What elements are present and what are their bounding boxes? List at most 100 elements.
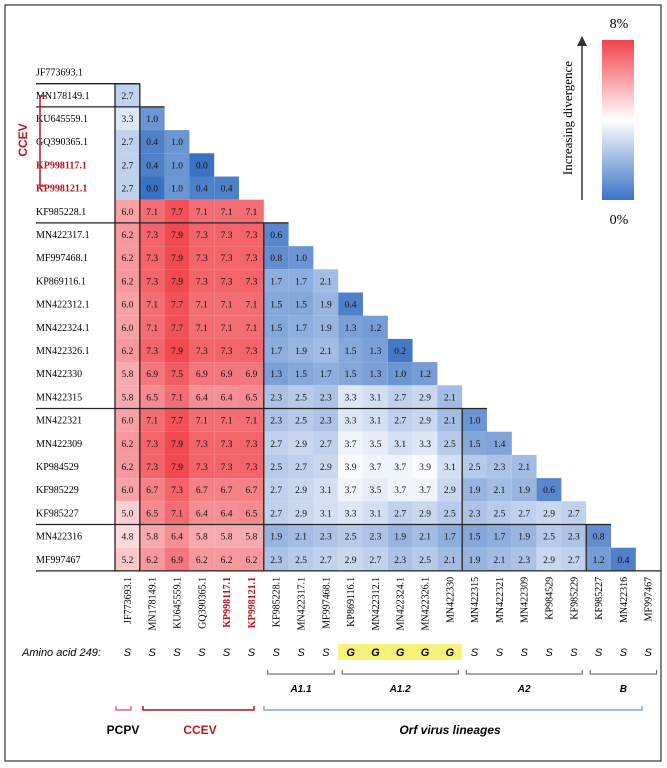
- column-label: MN422330: [445, 577, 456, 623]
- matrix-cell: [239, 269, 264, 293]
- matrix-cell: [214, 362, 239, 386]
- matrix-cell-value: 5.8: [121, 393, 133, 403]
- matrix-cell-value: 6.2: [196, 556, 208, 566]
- matrix-cell-value: 2.9: [295, 440, 307, 450]
- matrix-cell-value: 6.2: [121, 347, 133, 357]
- matrix-cell-value: 6.5: [146, 393, 158, 403]
- row-label: MN422316: [36, 532, 82, 543]
- matrix-cell: [139, 315, 165, 339]
- matrix-cell-value: 2.1: [320, 347, 332, 357]
- row-label: KP998117.1: [36, 160, 87, 171]
- matrix-cell: [536, 547, 562, 571]
- row-label: MN422309: [36, 439, 82, 450]
- matrix-cell-value: 7.9: [171, 347, 183, 357]
- matrix-cell: [437, 454, 463, 479]
- matrix-cell: [189, 408, 215, 432]
- matrix-cell: [263, 246, 289, 270]
- matrix-cell-value: 2.3: [394, 556, 406, 566]
- matrix-cell: [412, 431, 438, 455]
- matrix-cell-value: 7.3: [146, 440, 158, 450]
- matrix-cell-value: 6.7: [245, 486, 257, 496]
- matrix-cell: [462, 454, 487, 479]
- matrix-cell: [536, 524, 562, 548]
- matrix-cell: [387, 338, 413, 363]
- matrix-cell-value: 2.7: [394, 417, 406, 427]
- matrix-cell-value: 7.3: [146, 231, 158, 241]
- matrix-cell: [139, 385, 165, 409]
- pcpv-bracket: [115, 706, 132, 711]
- matrix-cell-value: 6.2: [121, 277, 133, 287]
- matrix-cell: [288, 547, 314, 571]
- matrix-cell: [115, 153, 140, 177]
- matrix-cell: [263, 454, 289, 479]
- matrix-cell: [487, 431, 512, 455]
- matrix-cell: [239, 547, 264, 571]
- row-label: MN422324.1: [36, 323, 90, 334]
- matrix-cell: [313, 454, 339, 479]
- matrix-cell-value: 2.1: [444, 556, 456, 566]
- matrix-cell-value: 2.7: [320, 440, 332, 450]
- matrix-cell: [338, 478, 363, 502]
- sublineage-brackets: A1.1 A1.2 A2 B: [267, 670, 658, 695]
- matrix-cell-value: 6.0: [121, 301, 133, 311]
- matrix-cell: [313, 269, 339, 293]
- matrix-cell-value: 7.9: [171, 277, 183, 287]
- matrix-cell: [263, 315, 289, 339]
- matrix-cell-value: 2.9: [419, 393, 431, 403]
- matrix-cell: [139, 431, 165, 455]
- matrix-cell: [139, 246, 165, 270]
- matrix-cell-value: 0.4: [196, 185, 208, 195]
- matrix-cell: [462, 431, 487, 455]
- amino-acid-residue: S: [149, 647, 157, 659]
- matrix-cell: [387, 408, 413, 432]
- matrix-cell: [462, 408, 487, 432]
- matrix-cell-value: 2.3: [493, 463, 505, 473]
- matrix-cell-value: 6.5: [245, 509, 257, 519]
- column-label: KF985228.1: [272, 577, 283, 627]
- matrix-cell: [288, 246, 314, 270]
- residue-highlight: [363, 644, 388, 660]
- matrix-cell: [164, 199, 190, 223]
- matrix-cell: [139, 478, 165, 502]
- residue-highlight: [387, 644, 413, 660]
- matrix-cell-value: 7.9: [171, 463, 183, 473]
- matrix-cell: [437, 408, 463, 432]
- matrix-cell: [313, 431, 339, 455]
- matrix-cell: [164, 269, 190, 293]
- matrix-cell: [239, 246, 264, 270]
- matrix-cell-value: 3.1: [394, 440, 406, 450]
- matrix-cell: [189, 246, 215, 270]
- matrix-cell: [115, 454, 140, 479]
- matrix-cell-value: 7.3: [245, 277, 257, 287]
- matrix-cell-value: 1.0: [295, 254, 307, 264]
- matrix-cell-value: 6.2: [121, 440, 133, 450]
- matrix-cell-value: 1.9: [469, 486, 481, 496]
- matrix-cell-value: 3.1: [369, 393, 381, 403]
- matrix-cell: [288, 524, 314, 548]
- matrix-cell-value: 3.7: [345, 486, 357, 496]
- matrix-cell-value: 6.7: [196, 486, 208, 496]
- group-borders: [36, 83, 661, 572]
- matrix-cell-value: 2.7: [121, 161, 133, 171]
- row-label: MN178149.1: [36, 91, 90, 102]
- heatmap-cells: [115, 83, 636, 571]
- matrix-cell: [288, 454, 314, 479]
- matrix-cell: [189, 362, 215, 386]
- matrix-cell-value: 7.1: [245, 301, 257, 311]
- matrix-cell-value: 2.3: [518, 556, 530, 566]
- row-label: MN422315: [36, 392, 82, 403]
- matrix-cell-value: 1.9: [295, 347, 307, 357]
- matrix-cell: [288, 338, 314, 363]
- matrix-cell: [412, 478, 438, 502]
- legend-arrow-head: [577, 36, 587, 46]
- sublineage-bracket: [341, 670, 459, 675]
- matrix-cell-value: 2.1: [518, 463, 530, 473]
- matrix-cell: [338, 431, 363, 455]
- matrix-cell: [189, 338, 215, 363]
- sublineage-label: A1.1: [289, 684, 312, 695]
- ccev-side-bracket: [39, 95, 46, 187]
- matrix-cell-value: 0.4: [221, 185, 233, 195]
- matrix-cell: [511, 501, 537, 525]
- column-label: MN178149.1: [148, 577, 159, 631]
